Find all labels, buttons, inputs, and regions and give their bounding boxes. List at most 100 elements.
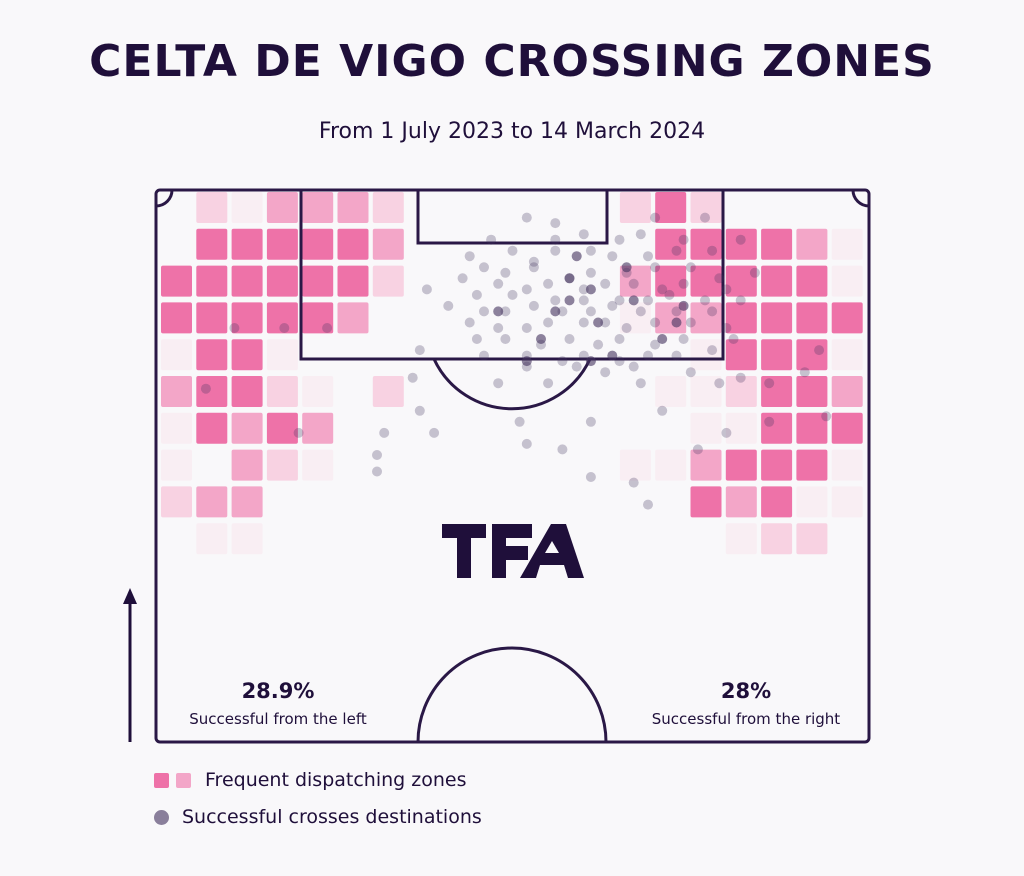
destination-dot	[735, 234, 746, 245]
zone-cell	[231, 376, 263, 407]
destination-dot	[279, 323, 290, 333]
zone-cell	[196, 265, 228, 297]
destination-dot	[528, 256, 539, 267]
logo-t	[442, 524, 486, 578]
zone-cell	[690, 228, 722, 260]
zone-cell	[302, 412, 334, 444]
zone-cell	[231, 523, 263, 555]
zone-cell	[796, 523, 828, 555]
zone-cell	[831, 449, 863, 481]
destination-dot	[500, 306, 511, 317]
destination-dot	[486, 234, 497, 245]
destination-dot	[471, 289, 482, 300]
zone-cell	[690, 376, 722, 407]
destination-dot	[635, 378, 646, 389]
destination-dot	[521, 356, 532, 367]
zone-cell	[725, 302, 757, 334]
penalty-arc	[432, 358, 592, 411]
destination-dot	[514, 416, 525, 427]
destination-dot	[664, 289, 675, 300]
zone-cell	[796, 412, 828, 444]
zone-cell	[372, 376, 404, 407]
zone-cell	[725, 228, 757, 260]
destination-dot	[571, 361, 582, 372]
destination-dot	[585, 245, 596, 256]
destination-dot	[585, 356, 596, 367]
destination-dot	[457, 273, 468, 284]
destination-dot	[735, 372, 746, 383]
zone-cell	[231, 302, 263, 334]
destination-dot	[578, 229, 589, 240]
destination-dot	[372, 450, 382, 460]
zone-cell	[655, 449, 687, 481]
destination-dot	[678, 334, 689, 344]
destination-dot	[643, 350, 653, 361]
destination-dot	[571, 251, 582, 262]
destination-dot	[479, 262, 489, 273]
destination-dot	[557, 306, 568, 317]
destination-dot	[543, 317, 554, 328]
zone-cell	[231, 339, 263, 371]
destination-dot	[614, 234, 625, 245]
zone-cell	[831, 265, 863, 297]
destination-dot	[464, 251, 475, 262]
destination-dot	[678, 300, 689, 311]
destination-dot	[557, 444, 568, 455]
zone-cell	[690, 302, 722, 334]
destination-dot	[521, 284, 532, 295]
destination-dot	[614, 334, 625, 344]
destination-dot	[678, 234, 689, 245]
tfa-logo	[442, 524, 584, 578]
destination-dot	[643, 251, 653, 262]
destination-dot	[521, 323, 532, 333]
destination-dot	[600, 367, 611, 378]
zone-cell	[761, 412, 793, 444]
destination-dot	[507, 245, 518, 256]
destination-dot	[479, 350, 489, 361]
zone-cell	[161, 265, 192, 297]
zone-cell	[302, 192, 334, 223]
destination-dot	[550, 245, 561, 256]
attack-direction-arrow	[123, 588, 137, 742]
destination-dot	[671, 317, 682, 328]
destination-dot	[585, 267, 596, 278]
zone-cell	[196, 486, 228, 518]
destination-dot	[621, 323, 632, 333]
destination-dot	[493, 278, 504, 289]
destination-dot	[749, 267, 760, 278]
destination-dot	[728, 334, 739, 344]
destination-dot	[707, 345, 718, 356]
zone-cell	[302, 302, 334, 334]
destination-dot	[479, 306, 489, 317]
zone-cell	[831, 228, 863, 260]
destination-dot	[407, 372, 418, 383]
zone-cell	[231, 486, 263, 518]
zone-cell	[372, 265, 404, 297]
destination-dot	[500, 267, 511, 278]
destination-dot	[643, 499, 653, 510]
zone-cell	[725, 449, 757, 481]
zone-cell	[690, 192, 722, 223]
zone-cell	[161, 376, 192, 407]
destination-dot	[821, 411, 832, 422]
destination-dot	[700, 295, 710, 306]
zone-cell	[690, 339, 722, 371]
zone-cell	[831, 302, 863, 334]
destination-dot	[414, 405, 425, 416]
zone-cell	[796, 265, 828, 297]
zone-cell	[831, 412, 863, 444]
zone-cell	[796, 486, 828, 518]
zone-cell	[266, 412, 298, 444]
zone-cell	[196, 412, 228, 444]
destination-dot	[585, 306, 596, 317]
zone-cell	[619, 265, 651, 297]
zone-cell	[725, 265, 757, 297]
zone-cell	[690, 412, 722, 444]
zone-cell	[655, 192, 687, 223]
zone-cell	[196, 339, 228, 371]
destination-dot	[564, 273, 575, 284]
destination-dot	[322, 323, 333, 333]
right-success-label: Successful from the right	[652, 710, 841, 728]
destination-dot	[600, 317, 611, 328]
destination-dot	[557, 356, 568, 367]
